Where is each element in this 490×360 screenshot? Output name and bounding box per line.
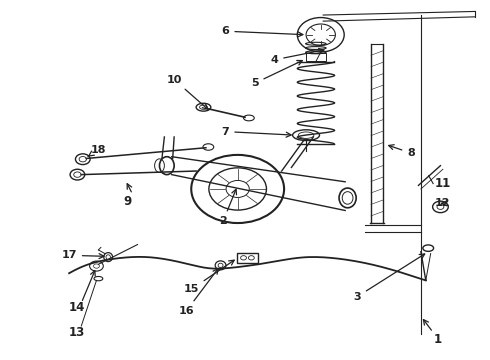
Text: 10: 10 <box>167 75 208 109</box>
Text: 15: 15 <box>184 260 234 294</box>
Text: 1: 1 <box>434 333 442 346</box>
Text: 8: 8 <box>389 145 415 158</box>
Text: 12: 12 <box>435 198 451 208</box>
Text: 7: 7 <box>221 127 291 137</box>
Text: 9: 9 <box>123 195 132 208</box>
Text: 18: 18 <box>88 144 106 157</box>
Text: 11: 11 <box>435 177 451 190</box>
Text: 3: 3 <box>354 254 425 302</box>
Text: 17: 17 <box>61 250 104 260</box>
Text: 4: 4 <box>270 49 324 65</box>
Text: 16: 16 <box>178 269 218 316</box>
Text: 2: 2 <box>219 189 237 226</box>
Text: 14: 14 <box>68 301 85 314</box>
Text: 6: 6 <box>221 26 303 37</box>
Text: 13: 13 <box>68 326 85 339</box>
Text: 5: 5 <box>251 60 302 88</box>
